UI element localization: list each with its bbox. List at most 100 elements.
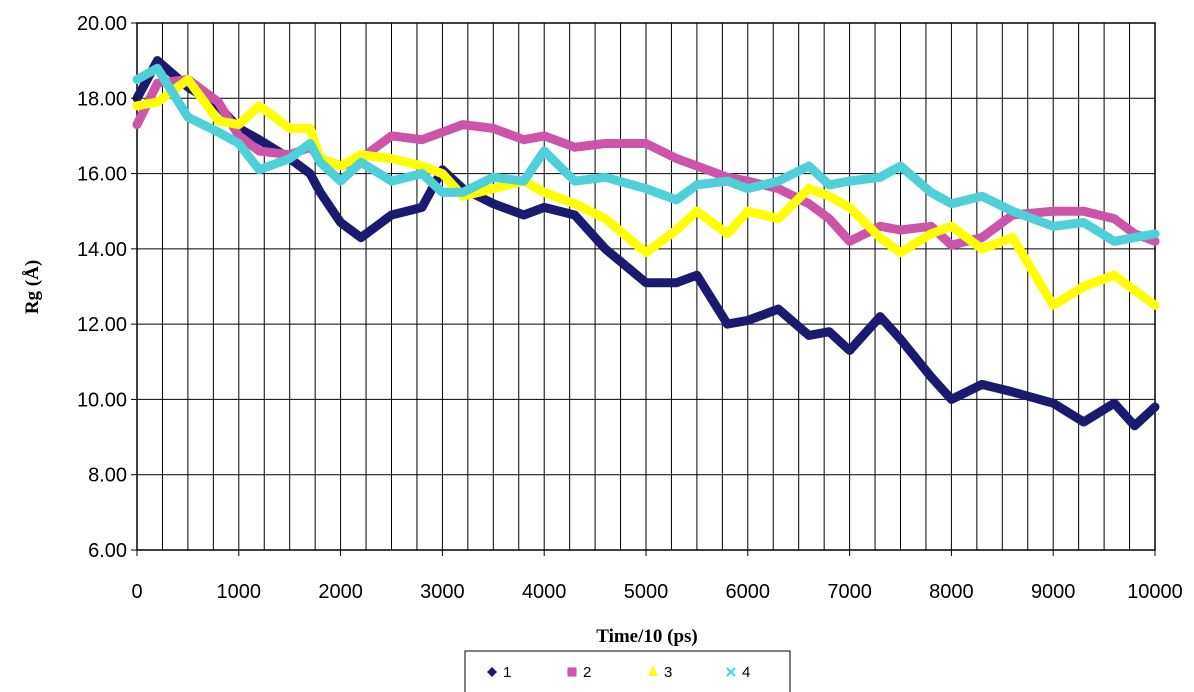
data-point	[1080, 283, 1088, 290]
data-point	[418, 162, 426, 170]
x-tick-label: 5000	[624, 581, 669, 603]
data-point	[1131, 286, 1139, 294]
data-point	[133, 75, 141, 83]
data-point	[1080, 219, 1088, 227]
legend-marker-triangle	[648, 666, 658, 676]
data-point	[897, 162, 904, 170]
data-point	[927, 230, 935, 238]
data-point	[744, 177, 752, 185]
data-point	[255, 147, 263, 155]
x-tick-label: 4000	[522, 581, 567, 603]
data-point	[825, 328, 833, 336]
y-tick-label: 18.00	[77, 88, 127, 110]
data-point	[978, 380, 986, 388]
legend-marker-diamond	[487, 667, 497, 677]
data-point	[846, 237, 854, 245]
data-point	[316, 158, 324, 166]
data-point	[744, 207, 752, 215]
data-point	[744, 185, 752, 193]
data-point	[337, 177, 345, 185]
data-point	[540, 188, 548, 196]
data-point	[133, 102, 141, 110]
data-point	[825, 181, 833, 189]
data-point	[601, 139, 609, 147]
data-point	[489, 173, 497, 181]
legend-marker-x	[726, 667, 736, 677]
data-point	[153, 79, 161, 87]
data-point	[876, 313, 884, 321]
data-point	[286, 155, 294, 163]
data-point	[540, 203, 548, 211]
data-point	[805, 200, 813, 208]
data-point	[1008, 207, 1016, 215]
data-point	[1110, 271, 1118, 279]
data-point	[805, 185, 813, 193]
x-tick-label: 0	[131, 581, 142, 603]
data-point	[947, 241, 955, 249]
data-point	[438, 128, 446, 136]
data-point	[153, 64, 161, 72]
legend-marker-square	[567, 667, 577, 677]
legend-label-4: 4	[742, 664, 750, 681]
data-point	[774, 185, 782, 193]
data-point	[642, 139, 650, 147]
data-point	[540, 132, 548, 140]
x-tick-label: 6000	[726, 581, 771, 603]
data-point	[601, 173, 609, 181]
data-point	[571, 200, 579, 208]
data-point	[1049, 222, 1057, 230]
data-point	[978, 245, 986, 253]
data-point	[723, 230, 731, 238]
legend: 1 2 3 4	[464, 650, 791, 692]
data-point	[693, 207, 701, 215]
data-point	[357, 158, 365, 166]
y-tick-label: 10.00	[77, 389, 127, 411]
data-point	[489, 124, 497, 132]
data-point	[489, 200, 497, 208]
y-tick-label: 6.00	[88, 540, 127, 562]
data-point	[723, 177, 731, 185]
data-point	[459, 188, 467, 196]
data-point	[673, 226, 681, 234]
data-point	[774, 305, 782, 313]
data-point	[927, 188, 935, 196]
data-point	[214, 128, 222, 136]
data-point	[1008, 388, 1016, 396]
data-point	[418, 136, 426, 144]
data-point	[1151, 230, 1159, 238]
legend-label-2: 2	[583, 664, 591, 681]
data-point	[693, 162, 701, 170]
data-point	[642, 249, 650, 257]
data-point	[286, 124, 294, 132]
data-point	[876, 173, 884, 181]
data-point	[306, 124, 314, 132]
y-tick-label: 8.00	[88, 465, 127, 487]
data-point	[876, 234, 884, 242]
data-point	[774, 215, 782, 223]
data-point	[927, 222, 935, 230]
data-point	[601, 245, 609, 253]
x-tick-label: 9000	[1031, 581, 1076, 603]
series-4	[132, 63, 1160, 246]
data-point	[1080, 207, 1088, 215]
x-tick-label: 1000	[217, 581, 262, 603]
data-point	[153, 98, 161, 106]
data-point	[520, 136, 528, 144]
data-point	[571, 211, 579, 219]
data-point	[1049, 301, 1057, 309]
data-point	[897, 335, 904, 343]
data-point	[897, 249, 904, 257]
data-point	[540, 147, 548, 155]
data-point	[337, 219, 345, 227]
data-point	[438, 188, 446, 196]
data-point	[673, 155, 681, 163]
data-point	[418, 170, 426, 178]
data-point	[978, 234, 986, 242]
x-tick-label: 3000	[420, 581, 465, 603]
data-point	[520, 211, 528, 219]
data-point	[1151, 403, 1159, 411]
plot-axes: 6.00 8.00 10.00 12.00 14.00 16.00 18.00 20.00 0 1…	[77, 13, 1183, 603]
data-point	[1008, 234, 1016, 242]
data-point	[255, 166, 263, 174]
data-point	[1110, 237, 1118, 245]
